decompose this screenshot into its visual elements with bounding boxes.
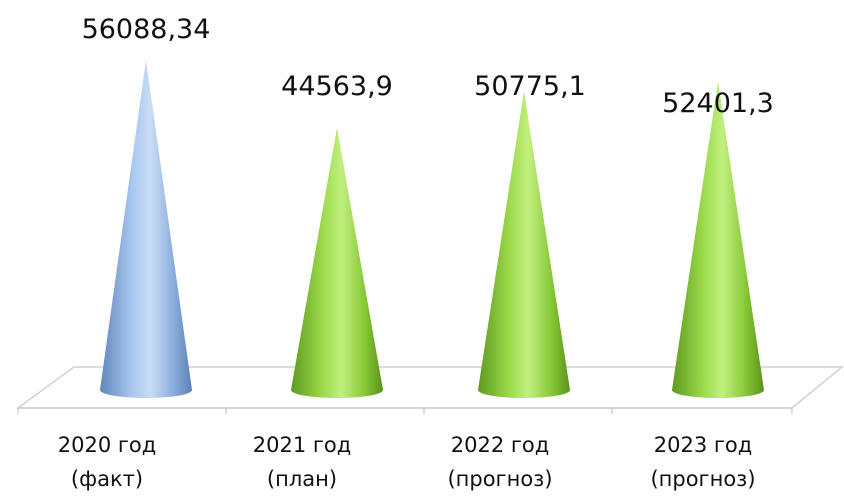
cone-bar — [100, 60, 192, 398]
x-tick-label: (прогноз) — [650, 467, 755, 491]
chart-floor — [16, 366, 844, 414]
chart-labels: 56088,34 2020 год (факт) 44563,9 2021 год (пл… — [58, 14, 774, 491]
data-label: 50775,1 — [474, 71, 586, 102]
data-label: 44563,9 — [281, 71, 393, 102]
cone-bar — [291, 127, 383, 398]
x-tick-label: 2023 год — [654, 433, 753, 457]
cone-bar — [672, 81, 764, 398]
chart-cones — [100, 60, 764, 398]
x-tick-label: 2022 год — [451, 433, 550, 457]
x-tick-label: (факт) — [71, 467, 143, 491]
x-tick-label: (прогноз) — [447, 467, 552, 491]
data-label: 56088,34 — [82, 14, 211, 45]
cone-bar — [478, 91, 570, 398]
data-label: 52401,3 — [662, 88, 774, 119]
x-tick-label: 2021 год — [253, 433, 352, 457]
x-tick-label: (план) — [267, 467, 337, 491]
x-tick-label: 2020 год — [58, 433, 157, 457]
